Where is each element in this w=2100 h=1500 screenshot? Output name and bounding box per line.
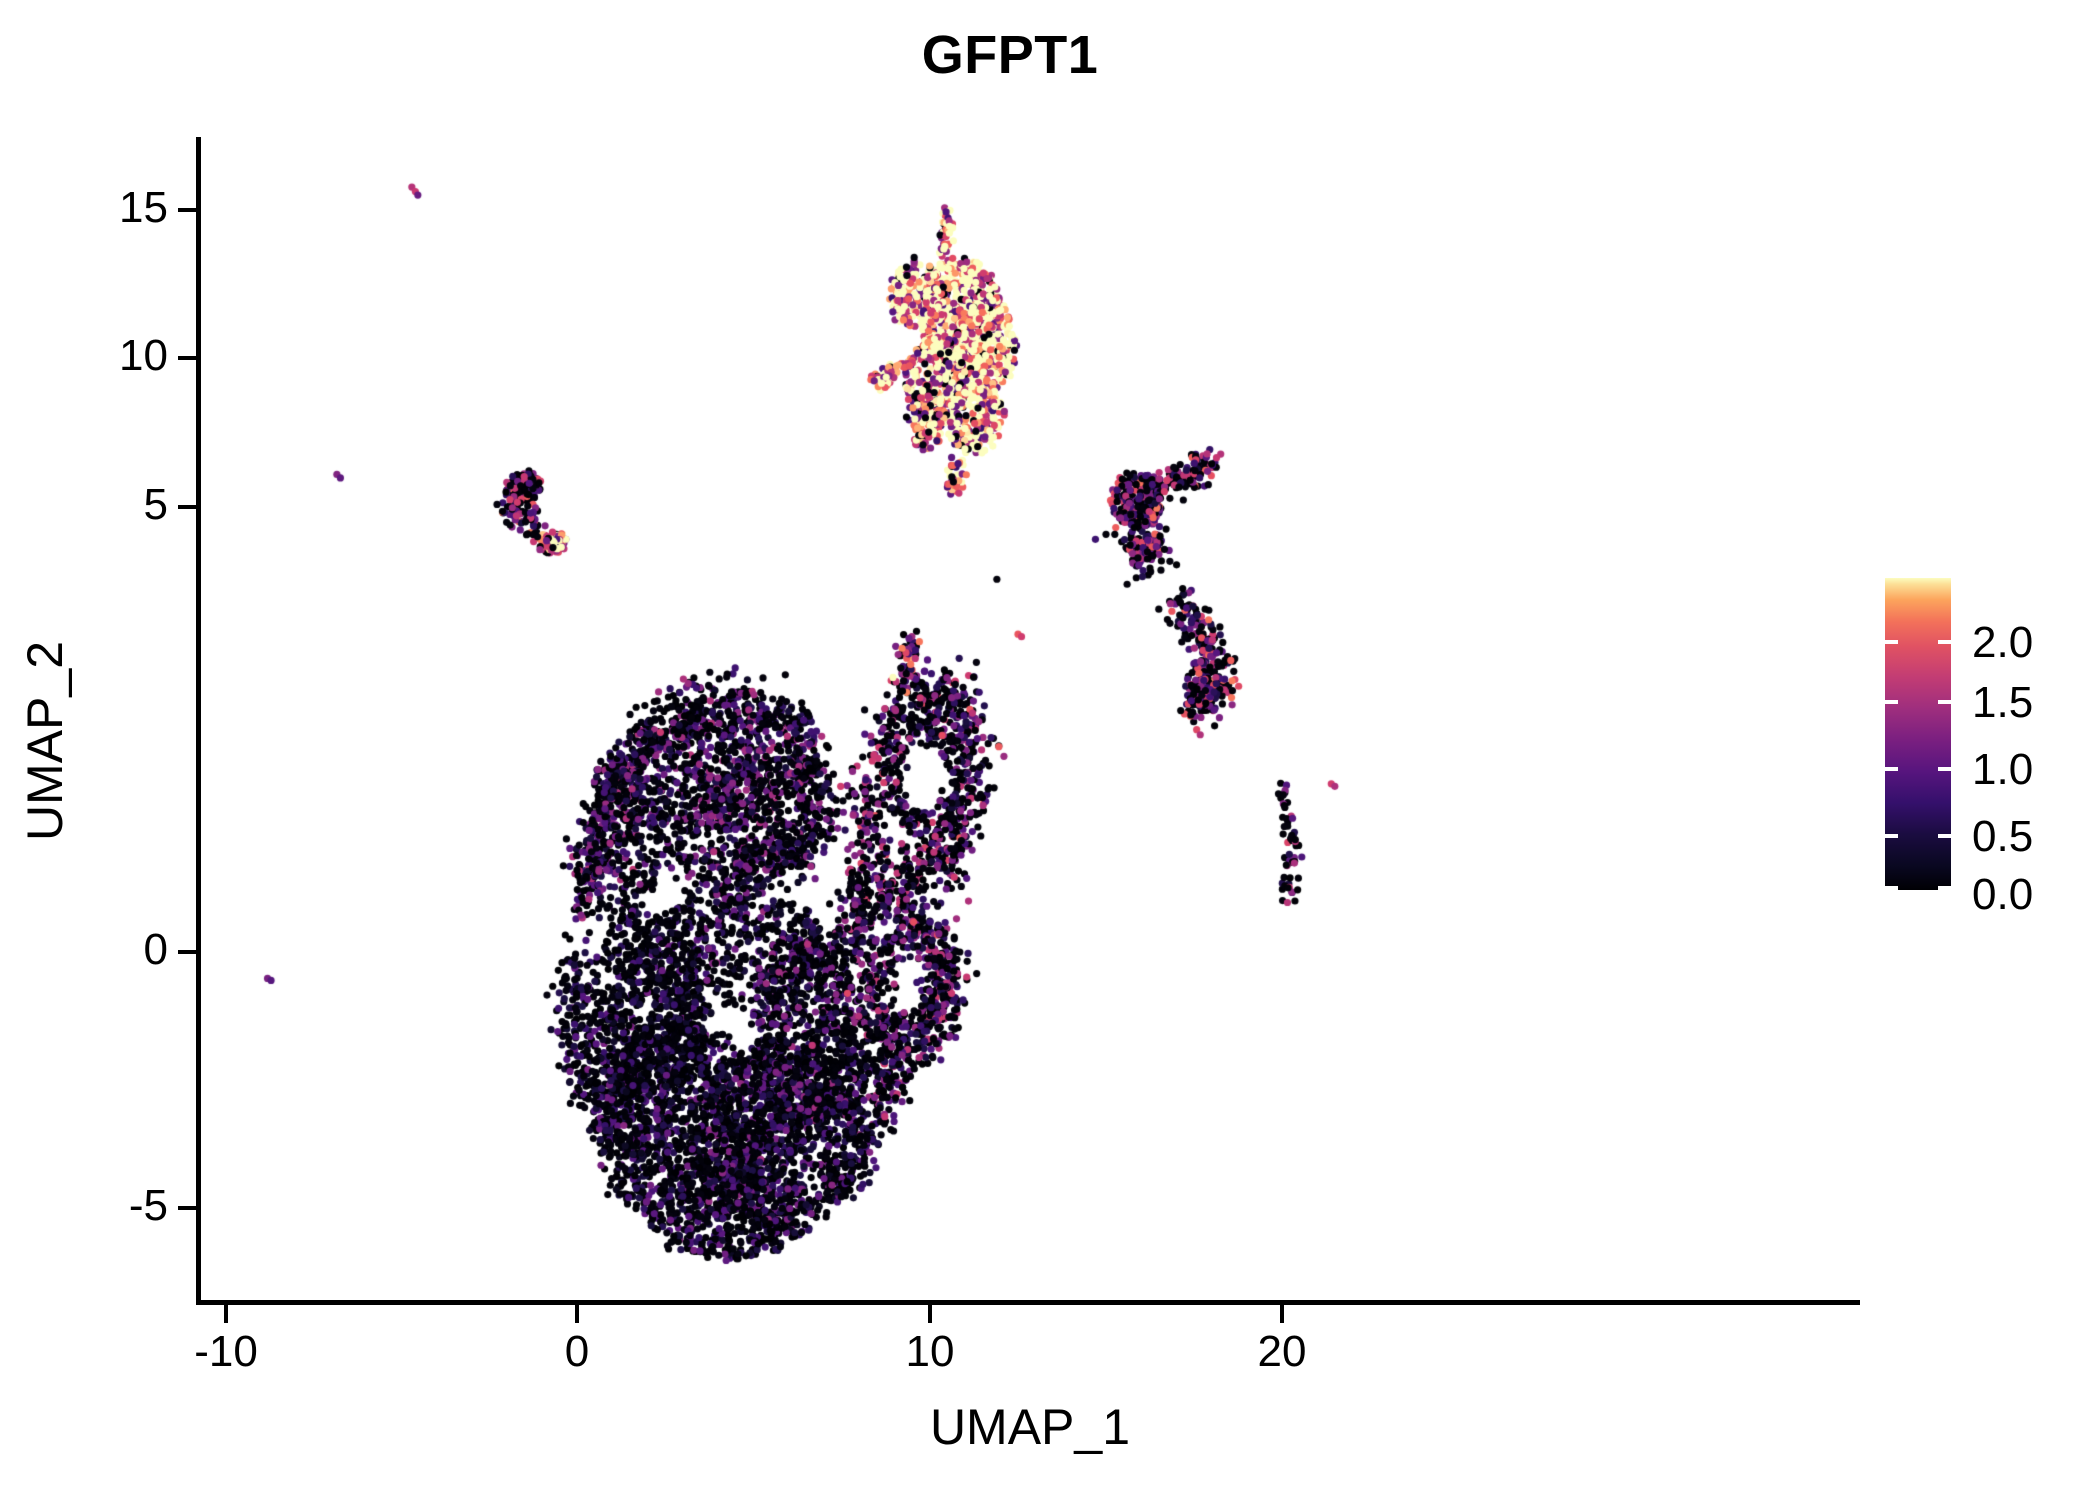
page-title: GFPT1 xyxy=(921,25,1099,85)
colorbar-label-0.5: 0.5 xyxy=(1972,812,2034,861)
y-axis-title: UMAP_2 xyxy=(17,640,73,842)
colorbar-tick-0.5-left xyxy=(1885,834,1898,838)
x-axis-title: UMAP_1 xyxy=(929,1399,1131,1455)
plot-panel xyxy=(200,140,1860,1300)
x-axis-ticklabel-0: 0 xyxy=(564,1327,590,1376)
colorbar-tick-2.0-left xyxy=(1885,640,1898,644)
scatter-plot-canvas xyxy=(200,140,1860,1300)
y-axis-ticklabel-15: 15 xyxy=(119,183,168,232)
y-axis-tick-15 xyxy=(178,208,196,212)
colorbar-label-1.5: 1.5 xyxy=(1972,678,2034,727)
y-axis-tick--5 xyxy=(178,1206,196,1210)
y-axis-ticklabel-5: 5 xyxy=(143,480,168,529)
colorbar-label-1.0: 1.0 xyxy=(1972,745,2034,794)
colorbar-label-0.0: 0.0 xyxy=(1972,870,2034,919)
colorbar-label-2.0: 2.0 xyxy=(1972,618,2034,667)
x-axis-tick-20 xyxy=(1280,1305,1284,1323)
colorbar-tick-0.5-right xyxy=(1938,834,1951,838)
x-axis-tick-10 xyxy=(928,1305,932,1323)
colorbar-tick-1.0-left xyxy=(1885,767,1898,771)
colorbar-tick-1.0-right xyxy=(1938,767,1951,771)
colorbar-tick-1.5-left xyxy=(1885,700,1898,704)
colorbar-tick-0.0-right xyxy=(1938,886,1951,890)
colorbar-tick-0.0-left xyxy=(1885,886,1898,890)
y-axis-ticklabel-10: 10 xyxy=(119,331,168,380)
legend-colorbar: 2.0 1.5 1.0 0.5 0.0 xyxy=(1880,570,2090,919)
x-axis-tick-0 xyxy=(575,1305,579,1323)
colorbar-gradient xyxy=(1885,578,1951,890)
colorbar-tick-1.5-right xyxy=(1938,700,1951,704)
y-axis-tick-5 xyxy=(178,505,196,509)
y-axis-ticklabel-0: 0 xyxy=(143,925,168,974)
y-axis-ticklabel--5: -5 xyxy=(128,1181,168,1230)
x-axis-ticklabel-20: 20 xyxy=(1257,1327,1307,1376)
x-axis-tick--10 xyxy=(224,1305,228,1323)
y-axis-line xyxy=(196,137,201,1305)
x-axis-ticklabel--10: -10 xyxy=(194,1327,258,1376)
x-axis-ticklabel-10: 10 xyxy=(905,1327,955,1376)
colorbar-tick-2.0-right xyxy=(1938,640,1951,644)
x-axis-line xyxy=(196,1300,1860,1305)
y-axis-tick-0 xyxy=(178,950,196,954)
y-axis-tick-10 xyxy=(178,356,196,360)
